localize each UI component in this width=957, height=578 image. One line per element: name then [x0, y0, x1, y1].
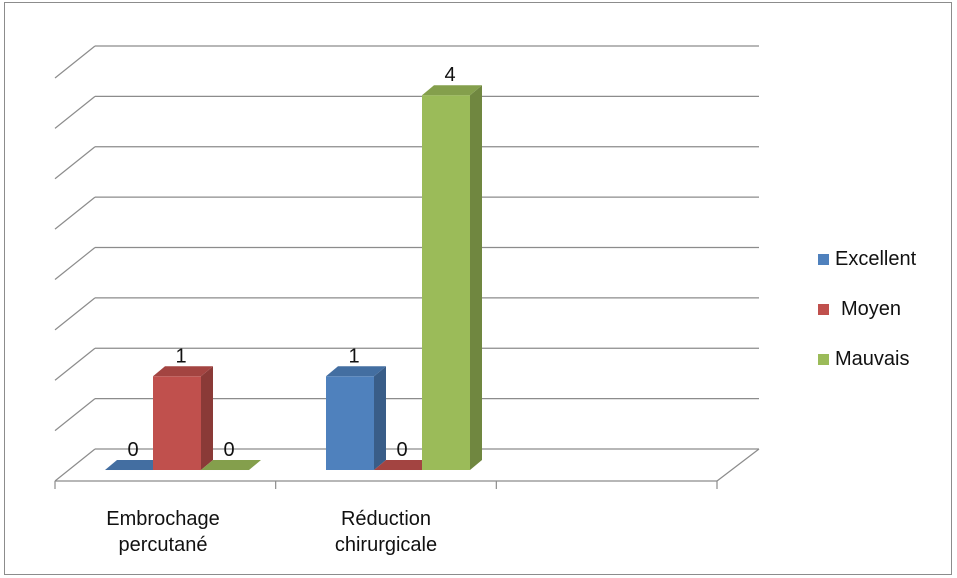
- gridline-side: [54, 347, 96, 381]
- bar-excellent-2: [326, 376, 374, 470]
- gridline-side: [54, 95, 96, 129]
- legend-swatch-mauvais: [818, 353, 829, 365]
- gridline-side: [54, 247, 96, 280]
- category-label-1: Embrochage percutané: [106, 508, 220, 556]
- floor-right-edge: [716, 448, 760, 482]
- data-label-moyen-2: 0: [396, 439, 407, 461]
- legend-label-excellent: Excellent: [835, 247, 917, 270]
- bar-top-mauvais-1: [201, 460, 261, 470]
- data-label-mauvais-1: 0: [223, 439, 234, 461]
- legend-item-moyen: Moyen: [818, 284, 948, 334]
- gridline-side: [54, 448, 96, 482]
- gridline-side: [54, 196, 96, 230]
- data-label-moyen-1: 1: [175, 345, 186, 367]
- gridline-side: [54, 398, 96, 432]
- axes: [54, 448, 760, 489]
- chart-frame: [4, 2, 952, 575]
- bar-moyen-1: [153, 376, 201, 470]
- category-label-2: Réduction chirurgicale: [334, 508, 438, 556]
- bar-top-moyen-2: [374, 460, 434, 470]
- gridline-side: [54, 297, 96, 331]
- legend: Excellent Moyen Mauvais: [818, 234, 948, 384]
- bar-top-excellent-2: [326, 366, 386, 377]
- legend-swatch-excellent: [818, 253, 829, 265]
- bar-mauvais-2: [422, 95, 470, 471]
- legend-item-mauvais: Mauvais: [818, 334, 948, 384]
- bars: [105, 85, 482, 471]
- legend-label-mauvais: Mauvais: [835, 347, 910, 370]
- data-label-excellent-1: 0: [127, 439, 138, 461]
- bar-top-moyen-1: [153, 366, 213, 377]
- data-labels: 0 1 0 1 0 4: [127, 64, 455, 461]
- gridline-side: [54, 45, 96, 79]
- legend-swatch-moyen: [818, 303, 829, 315]
- gridline-side: [54, 146, 96, 180]
- bar-side-excellent-2: [374, 366, 386, 470]
- bar-side-mauvais-2: [470, 85, 482, 471]
- bar-top-excellent-1: [105, 460, 165, 470]
- bar-side-moyen-1: [201, 366, 213, 470]
- data-label-mauvais-2: 4: [444, 64, 455, 86]
- data-label-excellent-2: 1: [348, 345, 359, 367]
- legend-label-moyen: Moyen: [841, 297, 902, 320]
- bar-top-mauvais-2: [422, 85, 482, 96]
- legend-item-excellent: Excellent: [818, 234, 948, 284]
